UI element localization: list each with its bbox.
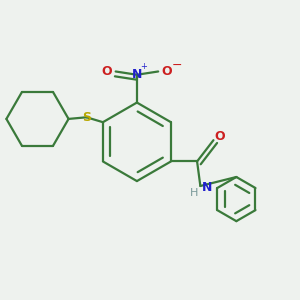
Text: H: H	[190, 188, 198, 197]
Text: −: −	[172, 58, 182, 71]
Text: N: N	[132, 68, 142, 81]
Text: +: +	[140, 62, 147, 71]
Text: S: S	[82, 111, 91, 124]
Text: O: O	[162, 65, 172, 78]
Text: N: N	[202, 181, 212, 194]
Text: O: O	[215, 130, 225, 143]
Text: O: O	[101, 65, 112, 78]
